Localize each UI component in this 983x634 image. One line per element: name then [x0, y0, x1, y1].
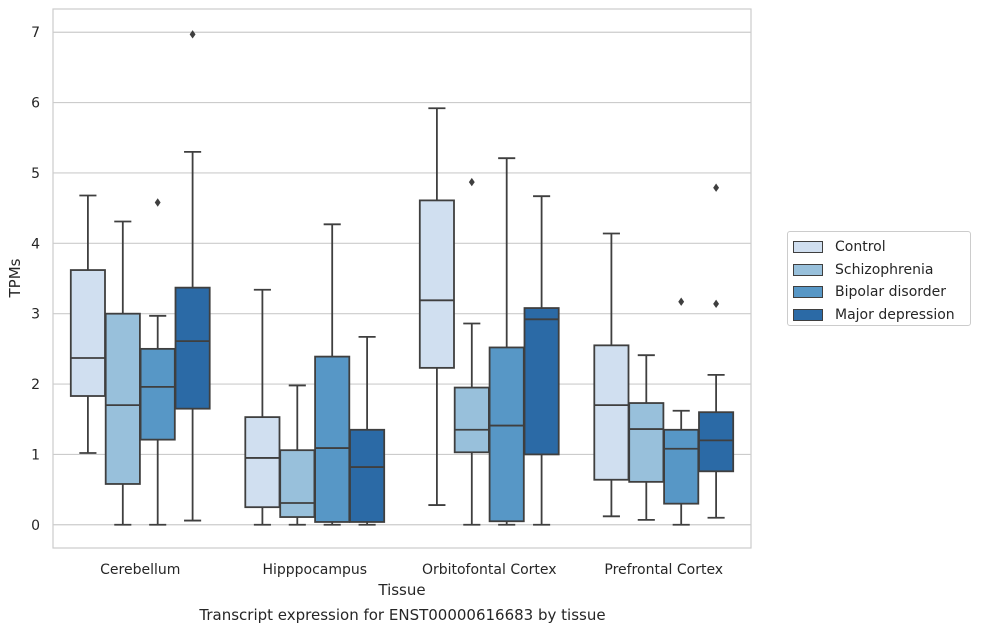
- box-major-depression-0: [174, 30, 211, 522]
- box-iqr: [314, 355, 351, 523]
- box-iqr: [698, 411, 735, 473]
- box-iqr: [628, 402, 665, 483]
- box-iqr: [593, 344, 630, 481]
- y-tick-label: 6: [31, 96, 40, 112]
- box-iqr: [663, 428, 700, 505]
- legend-label: Major depression: [835, 306, 955, 323]
- legend-item: Bipolar disorder: [793, 281, 970, 304]
- legend-label: Bipolar disorder: [835, 284, 947, 301]
- legend-swatch: [793, 263, 823, 276]
- legend-item: Schizophrenia: [793, 259, 970, 282]
- outlier-point: [713, 299, 720, 309]
- figure-caption: Transcript expression for ENST0000061668…: [199, 606, 606, 624]
- outlier-point: [154, 198, 161, 207]
- box-major-depression-1: [349, 336, 386, 526]
- y-tick-label: 7: [31, 25, 40, 41]
- y-tick-label: 3: [31, 307, 40, 323]
- outlier-point: [189, 30, 196, 39]
- box-iqr: [453, 386, 490, 454]
- x-tick-label: Cerebellum: [100, 562, 180, 578]
- box-iqr: [139, 347, 176, 441]
- box-major-depression-3: [698, 183, 735, 519]
- legend-label: Control: [835, 239, 886, 256]
- legend-swatch: [793, 241, 823, 254]
- x-tick-label: Prefrontal Cortex: [604, 562, 723, 578]
- y-tick-label: 4: [31, 236, 40, 252]
- legend: Control Schizophrenia Bipolar disorder Majo…: [787, 231, 971, 326]
- box-iqr: [523, 307, 560, 456]
- legend-swatch: [793, 308, 823, 321]
- outlier-point: [678, 297, 685, 306]
- box-schizophrenia-0: [104, 220, 141, 526]
- legend-item: Major depression: [793, 304, 970, 327]
- box-schizophrenia-2: [453, 177, 490, 526]
- box-control-1: [244, 288, 281, 526]
- box-schizophrenia-1: [279, 384, 316, 526]
- box-bipolar-disorder-0: [139, 198, 176, 526]
- box-bipolar-disorder-2: [488, 157, 525, 526]
- box-iqr: [488, 346, 525, 523]
- box-control-2: [418, 107, 455, 506]
- legend-swatch: [793, 286, 823, 299]
- box-iqr: [104, 312, 141, 485]
- box-iqr: [418, 199, 455, 369]
- box-bipolar-disorder-3: [663, 297, 700, 526]
- box-iqr: [279, 449, 316, 518]
- box-iqr: [244, 416, 281, 509]
- box-schizophrenia-3: [628, 354, 665, 521]
- x-tick-label: Hipppocampus: [262, 562, 367, 578]
- x-axis-label: Tissue: [377, 581, 425, 599]
- plot-frame: [52, 8, 752, 549]
- y-tick-labels: 0 1 2 3 4 5 6 7: [31, 25, 40, 534]
- box-iqr: [174, 286, 211, 410]
- outlier-point: [468, 177, 475, 187]
- box-iqr: [69, 269, 106, 397]
- x-tick-label: Orbitofontal Cortex: [422, 562, 557, 578]
- box-control-3: [593, 232, 630, 518]
- legend-label: Schizophrenia: [835, 261, 934, 278]
- box-iqr: [349, 428, 386, 523]
- box-control-0: [69, 194, 106, 454]
- box-major-depression-2: [523, 195, 560, 526]
- y-tick-label: 1: [31, 447, 40, 463]
- y-tick-label: 0: [31, 518, 40, 534]
- y-tick-label: 5: [31, 166, 40, 182]
- y-axis-label: TPMs: [6, 258, 24, 298]
- y-tick-label: 2: [31, 377, 40, 393]
- boxes: [69, 30, 735, 526]
- x-tick-labels: Cerebellum Hipppocampus Orbitofontal Corte…: [100, 562, 723, 578]
- outlier-point: [713, 183, 720, 192]
- box-bipolar-disorder-1: [314, 223, 351, 526]
- legend-item: Control: [793, 236, 970, 259]
